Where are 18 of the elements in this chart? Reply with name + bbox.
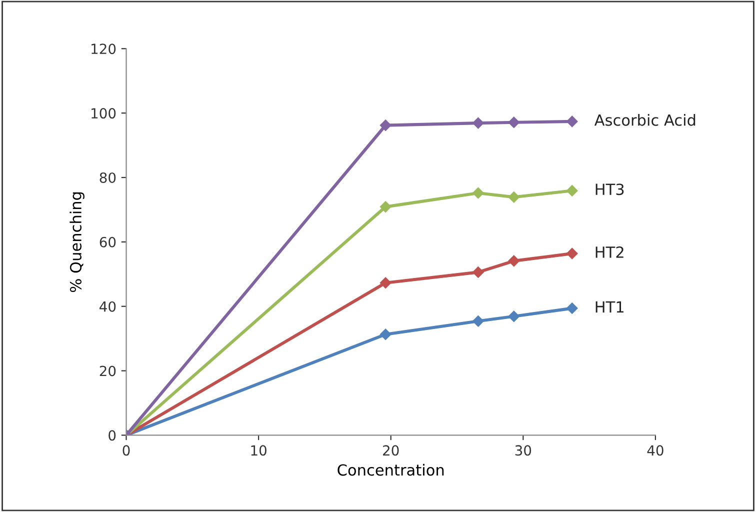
y-tick-label: 100: [92, 108, 116, 119]
series-label: HT2: [596, 246, 624, 258]
x-tick-label: 20: [383, 445, 399, 456]
series-label: HT1: [596, 301, 624, 312]
x-tick-label: 0: [122, 445, 130, 456]
y-axis-title: % Quenching: [70, 192, 84, 292]
y-tick-label: 60: [100, 236, 116, 248]
x-tick-label: 10: [251, 445, 266, 456]
x-axis-title: Concentration: [338, 464, 444, 476]
y-tick-label: 20: [100, 366, 116, 376]
y-tick-label: 80: [100, 172, 116, 183]
y-tick-label: 120: [92, 44, 116, 54]
y-tick-label: 0: [108, 430, 116, 441]
series-label: HT3: [596, 184, 624, 196]
y-tick-label: 40: [100, 301, 116, 312]
x-tick-label: 30: [515, 445, 532, 456]
series-label: Ascorbic Acid: [594, 114, 696, 126]
x-tick-label: 40: [647, 445, 664, 456]
